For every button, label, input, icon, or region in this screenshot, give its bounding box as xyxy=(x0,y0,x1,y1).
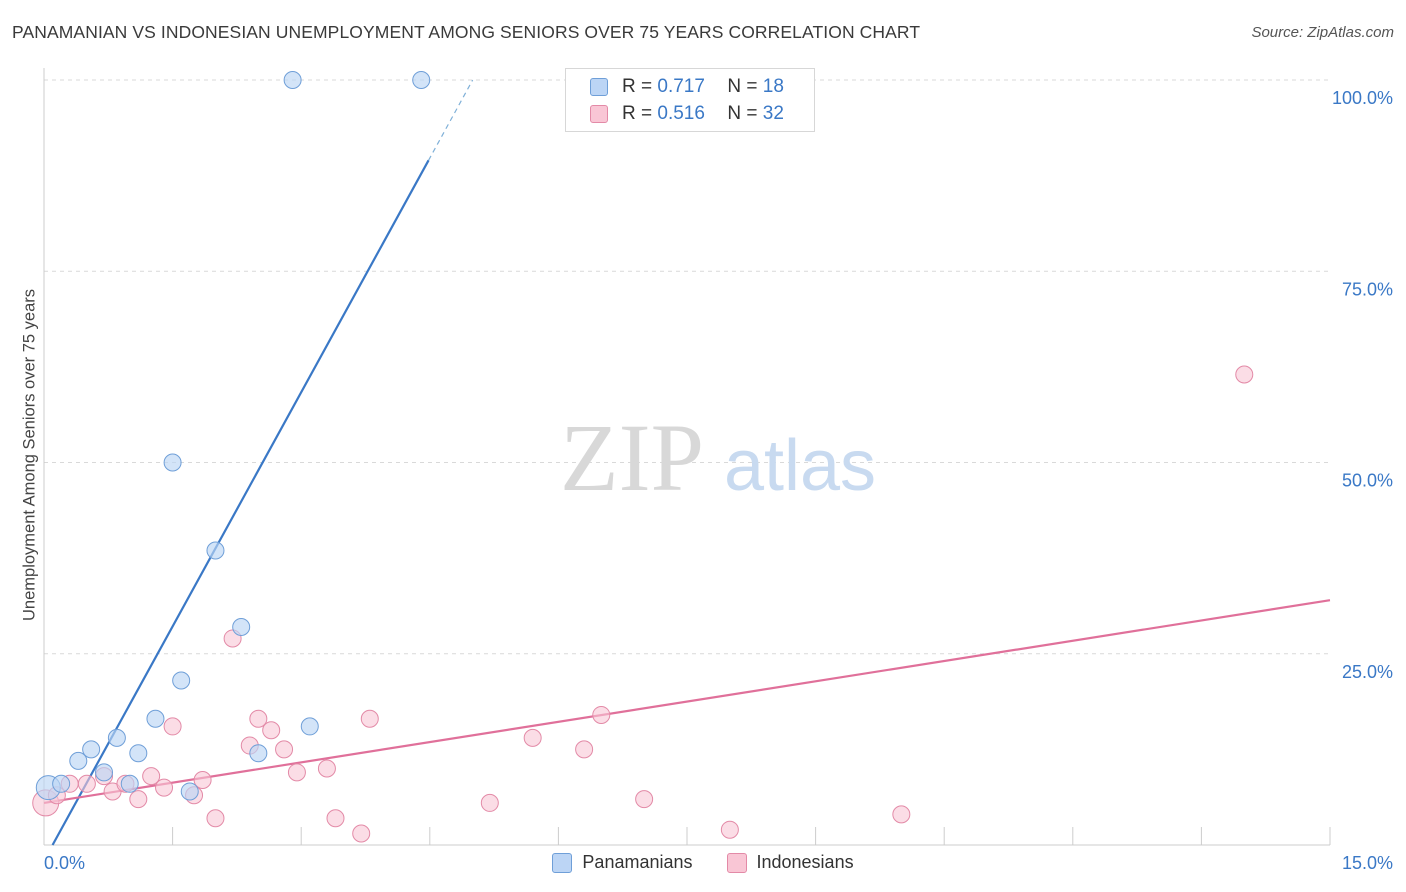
indonesian-point xyxy=(575,740,594,759)
legend-swatch-pink xyxy=(590,105,608,123)
n-value: 32 xyxy=(762,103,784,124)
legend-swatch-pink xyxy=(726,852,747,873)
legend-swatch-blue xyxy=(552,852,573,873)
n-label: N = xyxy=(727,76,758,97)
watermark: ZIP atlas xyxy=(560,404,876,511)
indonesian-point xyxy=(592,705,611,724)
panamanian-point xyxy=(300,717,319,736)
indonesian-point xyxy=(77,774,96,793)
source-label: Source: ZipAtlas.com xyxy=(1251,24,1394,41)
panamanian-point xyxy=(95,763,114,782)
legend-row-panamanians: R = 0.717 N = 18 xyxy=(590,74,784,100)
trend-line-panamanians xyxy=(51,159,430,846)
watermark-atlas: atlas xyxy=(724,426,876,506)
legend-label: Panamanians xyxy=(582,852,693,872)
watermark-zip: ZIP xyxy=(560,404,704,511)
indonesian-point xyxy=(317,759,336,778)
indonesian-point xyxy=(635,790,654,809)
legend-item-panamanians[interactable]: Panamanians xyxy=(552,852,693,873)
n-value: 18 xyxy=(762,76,784,97)
panamanian-point xyxy=(172,671,191,690)
panamanian-point xyxy=(412,71,431,89)
panamanian-point xyxy=(206,541,225,560)
indonesian-point xyxy=(360,709,379,728)
panamanian-point xyxy=(107,728,126,747)
indonesian-point xyxy=(275,740,294,759)
indonesian-point xyxy=(249,709,268,728)
x-tick-label: 0.0% xyxy=(44,853,85,873)
x-tick-labels: 0.0% 15.0% xyxy=(44,853,1393,873)
y-tick-label: 100.0% xyxy=(1332,88,1393,108)
y-tick-label: 25.0% xyxy=(1342,662,1393,682)
indonesian-point xyxy=(163,717,182,736)
panamanian-point xyxy=(129,744,148,763)
legend-swatch-blue xyxy=(590,78,608,96)
r-label: R = xyxy=(622,76,653,97)
panamanian-point xyxy=(249,744,268,763)
grid-lines xyxy=(44,79,1330,655)
panamanian-point xyxy=(120,774,139,793)
panamanian-point xyxy=(52,774,71,793)
panamanian-point xyxy=(232,617,251,636)
indonesian-point xyxy=(720,820,739,839)
chart-title: PANAMANIAN VS INDONESIAN UNEMPLOYMENT AM… xyxy=(12,22,921,42)
data-points xyxy=(32,71,1254,843)
indonesian-point xyxy=(523,728,542,747)
axes xyxy=(43,68,1331,846)
series-legend: Panamanians Indonesians xyxy=(0,852,1406,873)
indonesian-point xyxy=(155,778,174,797)
y-tick-labels: 25.0% 50.0% 75.0% 100.0% xyxy=(1332,88,1393,682)
indonesian-point xyxy=(1235,365,1254,384)
r-value: 0.516 xyxy=(657,103,705,124)
correlation-legend: R = 0.717 N = 18 R = 0.516 N = 32 xyxy=(565,68,815,132)
r-value: 0.717 xyxy=(657,76,705,97)
r-label: R = xyxy=(622,103,653,124)
legend-label: Indonesians xyxy=(756,852,854,872)
y-tick-label: 75.0% xyxy=(1342,279,1393,299)
indonesian-point xyxy=(480,793,499,812)
y-tick-label: 50.0% xyxy=(1342,471,1393,491)
indonesian-point xyxy=(892,805,911,824)
panamanian-point xyxy=(146,709,165,728)
legend-item-indonesians[interactable]: Indonesians xyxy=(726,852,854,873)
indonesian-point xyxy=(262,721,281,740)
n-label: N = xyxy=(727,103,758,124)
indonesian-point xyxy=(352,824,371,843)
x-tick-label: 15.0% xyxy=(1342,853,1393,873)
indonesian-point xyxy=(193,770,212,789)
trend-line-indonesians xyxy=(43,599,1331,805)
indonesian-point xyxy=(206,809,225,828)
panamanian-point xyxy=(283,71,302,89)
panamanian-point xyxy=(163,453,182,472)
indonesian-point xyxy=(129,790,148,809)
trend-line-panamanians-extension xyxy=(428,79,474,161)
legend-row-indonesians: R = 0.516 N = 32 xyxy=(590,101,784,127)
indonesian-point xyxy=(142,767,161,786)
panamanian-point xyxy=(69,751,88,770)
panamanian-point xyxy=(82,740,101,759)
panamanian-point xyxy=(180,782,199,801)
indonesian-point xyxy=(287,763,306,782)
indonesian-point xyxy=(326,809,345,828)
